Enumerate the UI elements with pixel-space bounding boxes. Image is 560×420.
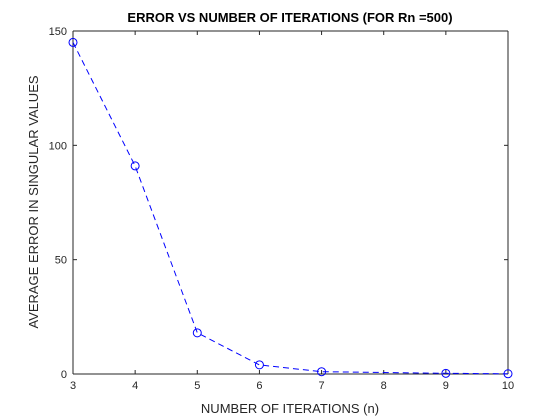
y-axis-label: AVERAGE ERROR IN SINGULAR VALUES bbox=[26, 75, 41, 328]
x-tick-label-3: 3 bbox=[70, 380, 76, 392]
data-point-6 bbox=[254, 360, 264, 370]
y-tick-label-150: 150 bbox=[49, 26, 67, 38]
data-point-10 bbox=[503, 369, 513, 379]
data-point-5 bbox=[192, 328, 202, 338]
x-tick-label-9: 9 bbox=[443, 380, 449, 392]
x-tick-label-6: 6 bbox=[256, 380, 262, 392]
x-tick-label-4: 4 bbox=[132, 380, 138, 392]
chart-title: ERROR VS NUMBER OF ITERATIONS (FOR Rn =5… bbox=[127, 10, 452, 25]
x-tick-label-5: 5 bbox=[194, 380, 200, 392]
plot-area bbox=[73, 31, 508, 374]
series bbox=[68, 37, 513, 379]
x-axis-label: NUMBER OF ITERATIONS (n) bbox=[201, 401, 379, 416]
x-tick-label-8: 8 bbox=[381, 380, 387, 392]
x-tick-label-10: 10 bbox=[502, 380, 514, 392]
data-point-7 bbox=[317, 367, 327, 377]
y-tick-label-100: 100 bbox=[49, 140, 67, 152]
data-point-9 bbox=[441, 368, 451, 378]
data-point-4 bbox=[130, 161, 140, 171]
x-tick-label-7: 7 bbox=[319, 380, 325, 392]
y-tick-label-50: 50 bbox=[55, 255, 67, 267]
y-tick-label-0: 0 bbox=[61, 369, 67, 381]
series-line-0 bbox=[72, 42, 509, 375]
axes bbox=[72, 30, 509, 375]
data-point-3 bbox=[68, 37, 78, 47]
